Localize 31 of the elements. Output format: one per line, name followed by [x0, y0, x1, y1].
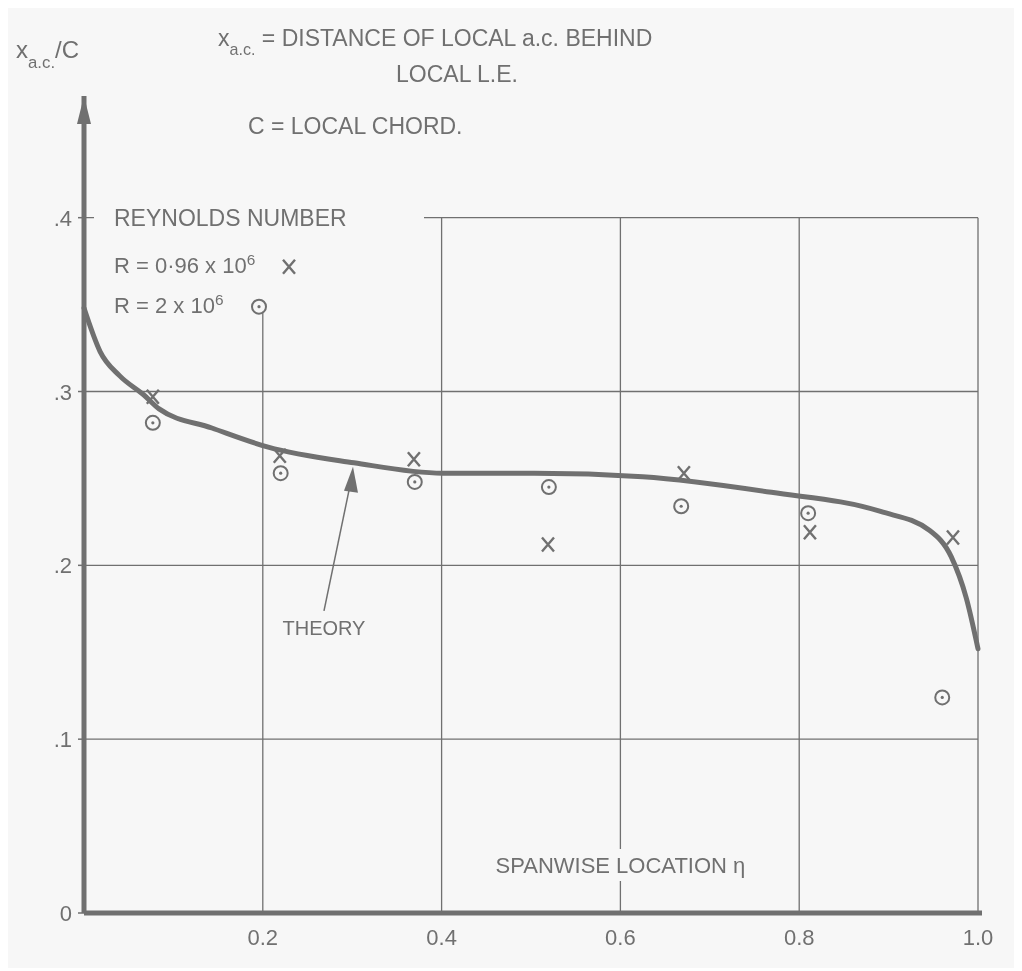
legend-label: R = 2 x 10$^{6}$: [114, 290, 224, 318]
y-tick-label: 0: [59, 901, 72, 926]
point: [540, 479, 557, 496]
y-tick-label: .4: [53, 205, 72, 231]
point: [144, 414, 161, 431]
point: [800, 505, 817, 522]
x-tick-label: 0.2: [247, 925, 279, 950]
point: [406, 473, 423, 490]
point: [272, 465, 289, 482]
x-tick-label: 0.6: [605, 925, 636, 950]
point: [673, 498, 690, 515]
point: [540, 536, 556, 553]
point: [934, 689, 951, 706]
x-tick-label: 0.4: [426, 925, 457, 950]
annotation: THEORY: [282, 616, 366, 639]
y-tick-label: .1: [53, 727, 72, 753]
x-tick-label: 1.0: [962, 925, 994, 950]
point: [272, 447, 287, 465]
point: [145, 388, 161, 405]
point: [802, 524, 818, 541]
point: [945, 529, 961, 546]
legend-label: R = 0·96 x 10$^{6}$: [114, 250, 256, 278]
point: [406, 451, 422, 468]
y-tick-label: .2: [53, 553, 72, 579]
y-tick-label: .3: [53, 379, 72, 405]
annotation: C = LOCAL CHORD.: [248, 113, 463, 139]
x-tick-label: 0.8: [783, 925, 815, 950]
text: x$_{a.c.}$ = DISTANCE OF LOCAL a.c. BEHIND LOCAL L.E.: [218, 25, 653, 87]
x-axis-title: SPANWISE LOCATION η: [495, 853, 746, 878]
y-axis-title: x$_{a.c.}$/C: [16, 36, 80, 72]
legend-title: REYNOLDS NUMBER: [114, 204, 347, 231]
